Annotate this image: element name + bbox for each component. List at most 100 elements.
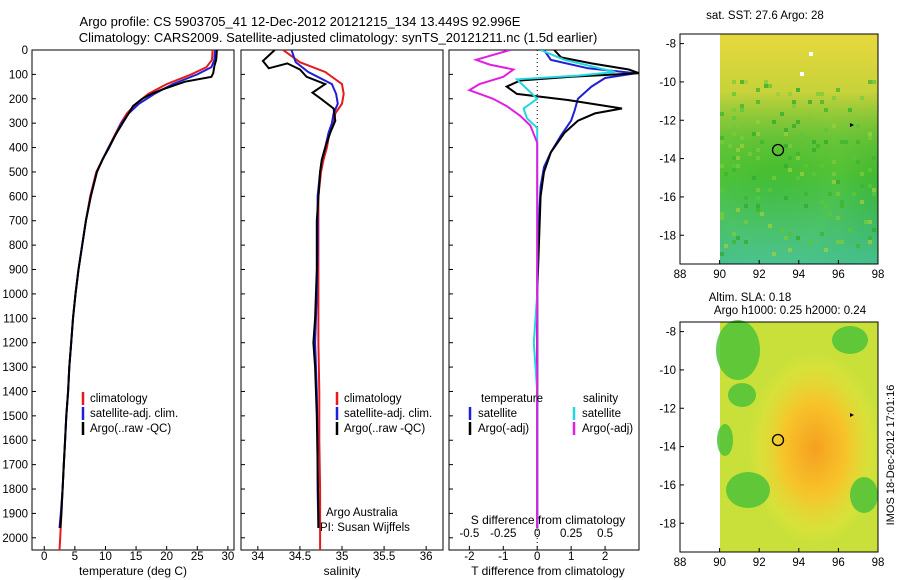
- sst-pixel: [720, 136, 724, 140]
- difference-tick-label: 1: [568, 551, 574, 563]
- sst-pixel: [756, 120, 760, 124]
- sst-pixel: [732, 232, 736, 236]
- sst-pixel: [804, 204, 808, 208]
- sst-pixel: [784, 236, 788, 240]
- sst-pixel: [844, 140, 848, 144]
- sst-pixel: [720, 252, 724, 256]
- salinity-profiles: [261, 50, 345, 550]
- map-lon-label: 96: [832, 557, 845, 569]
- profile-line: [467, 50, 539, 528]
- sst-pixel: [748, 152, 752, 156]
- sst-pixel: [788, 248, 792, 252]
- sst-pixel: [732, 140, 736, 144]
- legend-s-argo: Argo(-adj): [582, 423, 633, 435]
- legend-t-satellite: satellite: [478, 408, 517, 420]
- legend-argo: Argo(..raw -QC): [90, 423, 171, 435]
- temperature-x-label: temperature (deg C): [79, 564, 187, 578]
- sst-pixel: [796, 236, 800, 240]
- sst-pixel: [824, 204, 828, 208]
- sst-pixel: [824, 108, 828, 112]
- map-lon-label: 94: [792, 269, 805, 281]
- sst-pixel: [836, 88, 840, 92]
- legend-climatology: climatology: [344, 393, 402, 405]
- sst-pixel: [820, 200, 824, 204]
- depth-tick-label: 1200: [2, 338, 28, 350]
- sst-pixel: [788, 232, 792, 236]
- sst-pixel: [744, 220, 748, 224]
- sst-map: [720, 34, 878, 264]
- sst-pixel: [736, 156, 740, 160]
- sst-pixel: [724, 172, 728, 176]
- sst-pixel: [856, 244, 860, 248]
- sst-pixel: [756, 208, 760, 212]
- sst-pixel: [732, 164, 736, 168]
- profile-line: [261, 50, 337, 528]
- sst-pixel: [868, 236, 872, 240]
- sst-pixel: [764, 84, 768, 88]
- sst-pixel: [796, 176, 800, 180]
- sst-pixel: [804, 164, 808, 168]
- depth-tick-label: 600: [9, 191, 28, 203]
- figure-title-line1: Argo profile: CS 5903705_41 12-Dec-2012 …: [80, 14, 521, 29]
- sst-pixel: [872, 192, 876, 196]
- sst-pixel: [868, 184, 872, 188]
- sst-pixel: [872, 228, 876, 232]
- legend-salinity-heading: salinity: [583, 393, 618, 405]
- legend-t-argo: Argo(-adj): [478, 423, 529, 435]
- map-lat-label: -16: [659, 480, 676, 492]
- sst-pixel: [864, 220, 868, 224]
- argo-location-marker: [771, 433, 785, 447]
- sla-green-patch: [832, 326, 868, 354]
- depth-tick-label: 1000: [2, 289, 28, 301]
- difference-panel-frame: [448, 49, 640, 551]
- sst-pixel: [800, 132, 804, 136]
- map-lon-label: 92: [753, 557, 766, 569]
- sst-pixel: [732, 240, 736, 244]
- sst-pixel: [832, 124, 836, 128]
- sst-pixel: [808, 116, 812, 120]
- difference-x-label: T difference from climatology: [471, 564, 625, 578]
- map-lat-label: -18: [659, 518, 676, 530]
- sst-pixel: [732, 116, 736, 120]
- sst-pixel: [812, 148, 816, 152]
- profile-line: [290, 50, 339, 529]
- sst-pixel: [800, 172, 804, 176]
- sst-pixel: [868, 132, 872, 136]
- salinity-tick-label: 34: [251, 551, 264, 563]
- depth-tick-label: 800: [9, 240, 28, 252]
- temperature-panel-frame: [31, 49, 235, 551]
- land-pixel: [800, 72, 804, 76]
- salinity-panel-frame: [240, 49, 444, 551]
- land-pixel: [809, 52, 813, 56]
- sst-pixel: [736, 124, 740, 128]
- sst-pixel: [768, 84, 772, 88]
- profile-line: [282, 50, 345, 550]
- sst-pixel: [816, 144, 820, 148]
- sst-pixel: [868, 240, 872, 244]
- depth-tick-label: 1400: [2, 386, 28, 398]
- temperature-profiles: [58, 50, 218, 550]
- difference-profiles: [467, 50, 639, 550]
- sst-pixel: [840, 140, 844, 144]
- sst-pixel: [820, 92, 824, 96]
- salinity-tick-label: 35: [336, 551, 349, 563]
- sst-pixel: [736, 148, 740, 152]
- map-lat-label: -10: [659, 77, 676, 89]
- map-lon-label: 88: [674, 557, 687, 569]
- depth-tick-label: 1700: [2, 460, 28, 472]
- profile-line: [58, 50, 216, 529]
- temperature-tick-label: 0: [41, 551, 47, 563]
- map-lon-label: 94: [792, 557, 805, 569]
- figure-title-line2: Climatology: CARS2009. Satellite-adjuste…: [79, 30, 598, 45]
- sst-pixel: [756, 100, 760, 104]
- sla-map: [716, 320, 878, 552]
- sst-pixel: [832, 180, 836, 184]
- sst-pixel: [732, 156, 736, 160]
- map-lat-label: -14: [659, 442, 676, 454]
- sst-pixel: [808, 100, 812, 104]
- sst-pixel: [788, 92, 792, 96]
- sst-pixel: [732, 80, 736, 84]
- sst-pixel: [756, 156, 760, 160]
- sst-pixel: [856, 160, 860, 164]
